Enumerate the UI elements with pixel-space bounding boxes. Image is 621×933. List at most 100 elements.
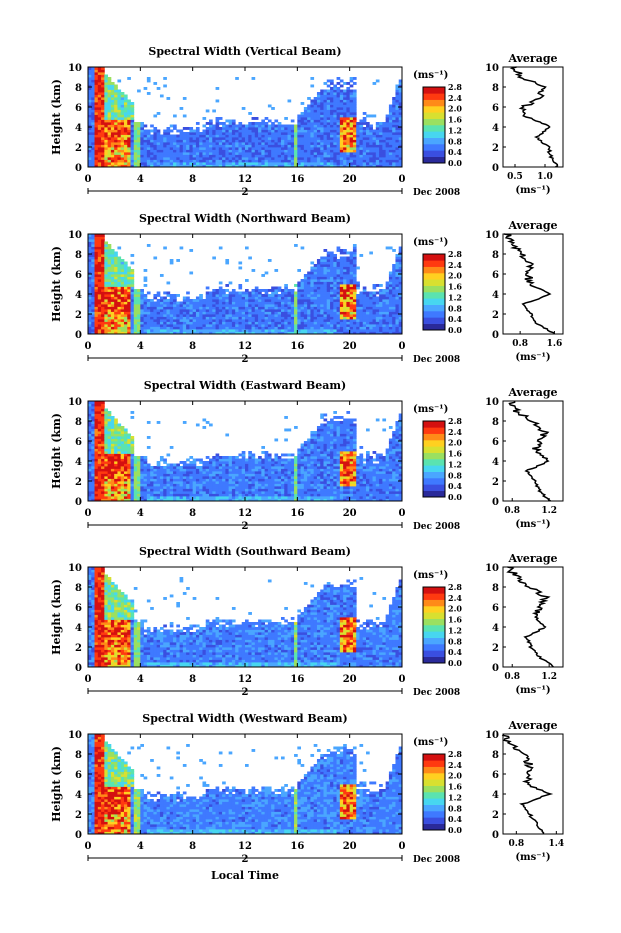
heatmap-cell bbox=[353, 117, 357, 120]
heatmap-cell bbox=[183, 132, 187, 135]
heatmap-cell bbox=[104, 87, 108, 90]
heatmap-cell bbox=[216, 297, 220, 300]
heatmap-cell bbox=[111, 324, 115, 327]
heatmap-cell bbox=[95, 97, 99, 100]
heatmap-cell bbox=[167, 309, 171, 312]
heatmap-cell bbox=[91, 140, 95, 143]
heatmap-cell bbox=[91, 80, 95, 83]
heatmap-cell bbox=[183, 299, 187, 302]
heatmap-cell bbox=[274, 160, 278, 163]
heatmap-cell bbox=[314, 272, 318, 275]
heatmap-cell bbox=[281, 132, 285, 135]
heatmap-cell bbox=[108, 110, 112, 113]
heatmap-cell bbox=[209, 302, 213, 305]
heatmap-cell bbox=[392, 314, 396, 317]
heatmap-cell bbox=[330, 264, 334, 267]
heatmap-cell bbox=[127, 284, 131, 287]
heatmap-cell bbox=[353, 307, 357, 310]
heatmap-cell bbox=[160, 324, 164, 327]
heatmap-cell bbox=[333, 95, 337, 98]
heatmap-cell bbox=[229, 120, 233, 123]
heatmap-cell bbox=[140, 122, 144, 125]
heatmap-cell bbox=[219, 142, 223, 145]
heatmap-cell bbox=[340, 309, 344, 312]
heatmap-cell bbox=[196, 152, 200, 155]
heatmap-cell bbox=[350, 262, 354, 265]
heatmap-cell bbox=[209, 292, 213, 295]
heatmap-cell bbox=[216, 152, 220, 155]
heatmap-cell bbox=[88, 157, 92, 160]
heatmap-cell bbox=[95, 125, 99, 128]
heatmap-cell bbox=[193, 329, 197, 332]
heatmap-cell bbox=[176, 135, 180, 138]
heatmap-cell bbox=[320, 329, 324, 332]
heatmap-cell bbox=[252, 155, 256, 158]
heatmap-cell bbox=[111, 92, 115, 95]
heatmap-cell bbox=[337, 145, 341, 148]
heatmap-cell bbox=[337, 327, 341, 330]
heatmap-cell bbox=[160, 137, 164, 140]
heatmap-cell bbox=[386, 135, 390, 138]
heatmap-cell bbox=[206, 147, 210, 150]
heatmap-cell bbox=[104, 464, 108, 467]
heatmap-cell bbox=[98, 105, 102, 108]
heatmap-cell bbox=[193, 302, 197, 305]
heatmap-cell bbox=[232, 327, 236, 330]
heatmap-cell bbox=[91, 446, 95, 449]
heatmap-cell bbox=[333, 322, 337, 325]
heatmap-cell bbox=[88, 456, 92, 459]
heatmap-cell bbox=[127, 272, 131, 275]
heatmap-cell bbox=[333, 117, 337, 120]
heatmap-cell bbox=[176, 294, 180, 297]
heatmap-cell bbox=[297, 132, 301, 135]
heatmap-cell bbox=[337, 95, 341, 98]
heatmap-cell bbox=[343, 130, 347, 133]
heatmap-cell bbox=[304, 110, 308, 113]
heatmap-cell bbox=[389, 127, 393, 130]
heatmap-cell bbox=[216, 307, 220, 310]
heatmap-cell bbox=[248, 122, 252, 125]
heatmap-cell bbox=[219, 292, 223, 295]
heatmap-cell bbox=[288, 162, 292, 165]
heatmap-cell bbox=[343, 160, 347, 163]
heatmap-cell bbox=[167, 132, 171, 135]
heatmap-cell bbox=[353, 252, 357, 255]
heatmap-cell bbox=[131, 102, 135, 105]
heatmap-cell bbox=[297, 137, 301, 140]
heatmap-cell bbox=[193, 309, 197, 312]
heatmap-cell bbox=[88, 132, 92, 135]
heatmap-cell bbox=[117, 284, 121, 287]
heatmap-cell bbox=[252, 127, 256, 130]
heatmap-cell bbox=[386, 307, 390, 310]
heatmap-cell bbox=[258, 135, 262, 138]
heatmap-cell bbox=[131, 294, 135, 297]
heatmap-cell bbox=[301, 294, 305, 297]
heatmap-cell bbox=[104, 489, 108, 492]
heatmap-cell bbox=[359, 294, 363, 297]
heatmap-cell bbox=[212, 127, 216, 130]
heatmap-cell bbox=[98, 254, 102, 257]
heatmap-cell bbox=[320, 117, 324, 120]
heatmap-cell bbox=[222, 309, 226, 312]
heatmap-cell bbox=[265, 125, 269, 128]
heatmap-cell bbox=[196, 132, 200, 135]
heatmap-cell bbox=[343, 284, 347, 287]
heatmap-cell bbox=[91, 267, 95, 270]
heatmap-cell bbox=[395, 262, 399, 265]
heatmap-cell bbox=[340, 145, 344, 148]
heatmap-cell bbox=[281, 294, 285, 297]
heatmap-cell bbox=[274, 142, 278, 145]
heatmap-cell bbox=[389, 294, 393, 297]
heatmap-cell bbox=[88, 259, 92, 262]
heatmap-cell bbox=[134, 155, 138, 158]
heatmap-cell bbox=[363, 120, 367, 123]
heatmap-cell bbox=[330, 277, 334, 280]
heatmap-cell bbox=[140, 294, 144, 297]
heatmap-cell bbox=[245, 302, 249, 305]
heatmap-cell bbox=[281, 157, 285, 160]
heatmap-cell bbox=[108, 464, 112, 467]
heatmap-cell bbox=[353, 279, 357, 282]
heatmap-cell bbox=[307, 97, 311, 100]
heatmap-cell bbox=[310, 150, 314, 153]
heatmap-cell bbox=[373, 314, 377, 317]
